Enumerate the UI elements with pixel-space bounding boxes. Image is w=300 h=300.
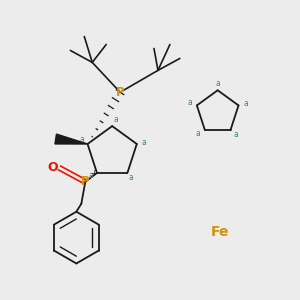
Text: a: a	[129, 173, 134, 182]
Text: a: a	[79, 134, 84, 143]
Text: +: +	[90, 169, 97, 178]
Text: a: a	[141, 137, 146, 146]
Text: P: P	[116, 86, 124, 99]
Text: a: a	[215, 79, 220, 88]
Text: a: a	[243, 99, 248, 108]
Text: a: a	[233, 130, 238, 140]
Text: O: O	[47, 161, 58, 174]
Text: Fe: Fe	[210, 225, 229, 238]
Text: a: a	[114, 115, 118, 124]
Text: a: a	[88, 171, 93, 180]
Text: a: a	[196, 129, 200, 138]
Text: P: P	[81, 176, 90, 188]
Polygon shape	[55, 134, 88, 144]
Text: a: a	[188, 98, 192, 107]
